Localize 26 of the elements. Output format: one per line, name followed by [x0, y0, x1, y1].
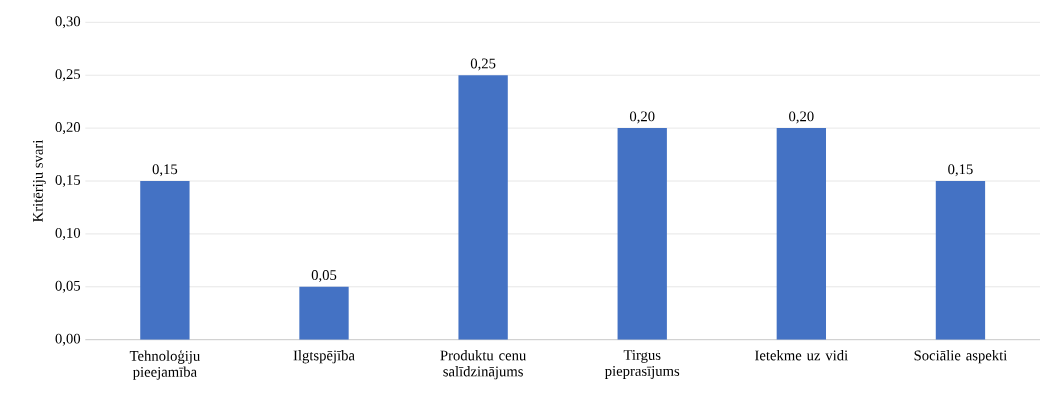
- y-tick-label: 0,00: [55, 333, 81, 346]
- x-tick-label: Tirgus pieprasījums: [604, 350, 680, 379]
- bar: [299, 286, 349, 340]
- y-tick-label: 0,30: [55, 16, 81, 29]
- x-tick-label: Tehnoloģiju pieejamība: [129, 350, 201, 380]
- data-label: 0,05: [311, 270, 337, 283]
- y-tick-label: 0,10: [55, 227, 81, 240]
- data-label: 0,20: [789, 111, 814, 124]
- bar: [458, 75, 508, 340]
- bar: [140, 181, 190, 340]
- x-tick-label: Ilgtspējība: [293, 350, 355, 364]
- y-tick-label: 0,20: [55, 122, 81, 135]
- data-label: 0,15: [948, 164, 973, 177]
- data-label: 0,25: [470, 58, 496, 71]
- y-axis-title: Kritēriju svari: [32, 139, 46, 222]
- y-tick-label: 0,25: [55, 69, 81, 82]
- bar: [935, 181, 986, 340]
- y-tick-label: 0,05: [55, 280, 81, 293]
- bar: [776, 128, 827, 340]
- y-tick-label: 0,15: [55, 175, 81, 188]
- data-label: 0,20: [629, 111, 655, 124]
- x-tick-label: Ietekme uz vidi: [755, 350, 848, 361]
- x-tick-label: Sociālie aspekti: [914, 350, 1008, 364]
- x-tick-label: Produktu cenu salīdzinājums: [440, 350, 527, 380]
- data-label: 0,15: [152, 164, 178, 177]
- bar: [617, 128, 667, 340]
